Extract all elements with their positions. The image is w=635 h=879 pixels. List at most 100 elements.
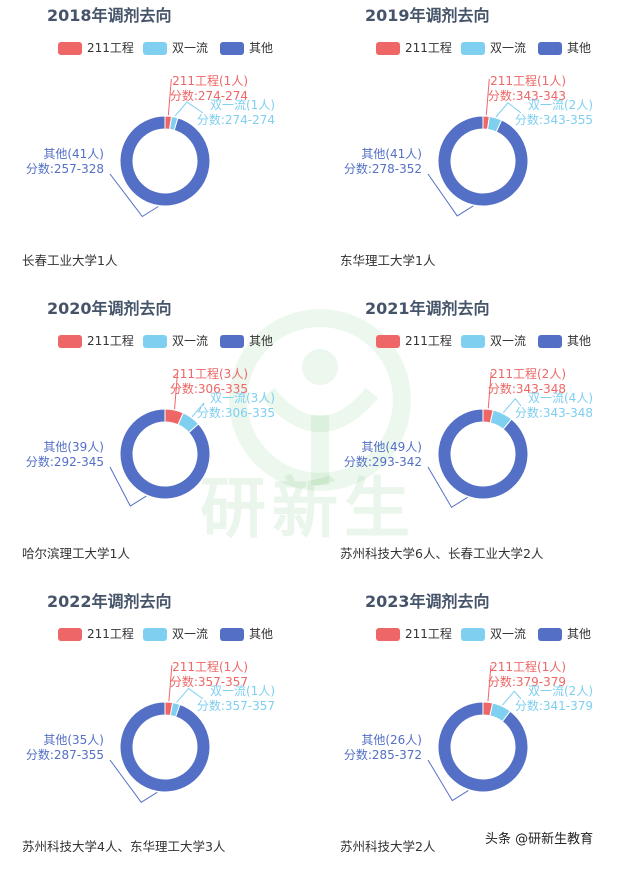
legend-label: 其他 (567, 627, 592, 641)
data-label-score: 分数:293-342 (344, 454, 422, 469)
legend-label: 211工程 (87, 627, 134, 641)
legend-swatch (143, 42, 167, 55)
data-label-name: 其他(49人) (361, 440, 422, 454)
legend-swatch (143, 335, 167, 348)
data-label-name: 其他(41人) (43, 147, 104, 161)
data-label-name: 其他(41人) (361, 147, 422, 161)
legend-swatch (461, 628, 485, 641)
label-leader-line (109, 759, 158, 804)
donut-slice[interactable] (119, 408, 211, 500)
legend-label: 211工程 (87, 41, 134, 55)
data-label-name: 211工程(1人) (172, 73, 248, 88)
legend-swatch (220, 335, 244, 348)
data-label-score: 分数:343-348 (515, 405, 593, 420)
destination-text: 长春工业大学1人 (22, 253, 118, 268)
label-leader-line (487, 371, 492, 409)
data-label-score: 分数:306-335 (197, 405, 275, 420)
legend-swatch (58, 628, 82, 641)
chart-title: 2019年调剂去向 (365, 6, 490, 25)
data-label-name: 211工程(1人) (490, 73, 566, 88)
donut-slice[interactable] (119, 701, 211, 793)
legend-swatch (220, 42, 244, 55)
data-label-score: 分数:278-352 (344, 161, 422, 176)
label-leader-line (109, 173, 159, 218)
legend-swatch (58, 335, 82, 348)
label-leader-line (174, 101, 204, 117)
data-label-name: 双一流(4人) (528, 391, 593, 405)
data-label-score: 分数:343-348 (488, 381, 566, 396)
label-leader-line (191, 402, 205, 418)
legend-swatch (461, 42, 485, 55)
donut-slice[interactable] (437, 115, 529, 207)
data-label-score: 分数:357-357 (170, 674, 248, 689)
label-leader-line (427, 759, 469, 802)
legend-swatch (538, 335, 562, 348)
chart-panel-2019: 2019年调剂去向 211工程 双一流 其他 211工程(1人) 分数:343-343 双一… (318, 0, 635, 293)
legend-label: 双一流 (490, 41, 527, 55)
watermark-text: 研新生 (200, 470, 416, 547)
data-label-score: 分数:285-372 (344, 747, 422, 762)
data-label-score: 分数:357-357 (197, 698, 275, 713)
label-leader-line (168, 664, 173, 702)
label-leader-line (427, 466, 468, 509)
legend-swatch (58, 42, 82, 55)
chart-panel-2021: 2021年调剂去向 211工程 双一流 其他 211工程(2人) 分数:343-348 双一… (318, 293, 635, 586)
data-label-name: 211工程(1人) (490, 659, 566, 674)
legend-swatch (143, 628, 167, 641)
donut-chart: 211工程(2人)分数:343-348双一流(4人)分数:343-348其他(4… (344, 366, 593, 509)
destination-text: 苏州科技大学4人、东华理工大学3人 (22, 839, 226, 854)
label-leader-line (109, 466, 147, 507)
chart-title: 2022年调剂去向 (47, 592, 172, 611)
data-label-score: 分数:306-335 (170, 381, 248, 396)
data-label-score: 分数:343-355 (515, 112, 593, 127)
data-label-name: 其他(26人) (361, 733, 422, 747)
legend-label: 其他 (249, 627, 274, 641)
chart-title: 2020年调剂去向 (47, 299, 172, 318)
chart-panel-2023: 2023年调剂去向 211工程 双一流 其他 211工程(1人) 分数:379-379 双一… (318, 586, 635, 879)
legend-label: 双一流 (490, 334, 527, 348)
legend-label: 其他 (567, 334, 592, 348)
legend-label: 其他 (249, 334, 274, 348)
data-label-name: 211工程(2人) (490, 366, 566, 381)
legend-swatch (220, 628, 244, 641)
legend-label: 211工程 (87, 334, 134, 348)
label-leader-line (174, 371, 179, 410)
data-label-score: 分数:379-379 (488, 674, 566, 689)
label-leader-line (502, 397, 522, 414)
chart-panel-2022: 2022年调剂去向 211工程 双一流 其他 211工程(1人) 分数:357-357 双一… (0, 586, 317, 879)
donut-slice[interactable] (437, 408, 529, 500)
data-label-name: 双一流(3人) (210, 391, 275, 405)
destination-text: 苏州科技大学2人 (340, 839, 436, 854)
data-label-score: 分数:292-345 (26, 454, 104, 469)
donut-slice[interactable] (437, 701, 529, 793)
legend-label: 211工程 (405, 41, 452, 55)
donut-chart: 211工程(1人)分数:274-274双一流(1人)分数:274-274其他(4… (26, 73, 275, 218)
label-leader-line (495, 102, 522, 118)
data-label-score: 分数:274-274 (197, 112, 275, 127)
legend-label: 双一流 (490, 627, 527, 641)
data-label-name: 双一流(2人) (528, 98, 593, 112)
donut-chart: 211工程(3人)分数:306-335双一流(3人)分数:306-335其他(3… (26, 366, 275, 507)
data-label-score: 分数:287-355 (26, 747, 104, 762)
legend-swatch (376, 628, 400, 641)
label-leader-line (176, 687, 204, 703)
legend-label: 双一流 (172, 334, 209, 348)
label-leader-line (167, 78, 172, 116)
label-leader-line (501, 690, 522, 706)
data-label-name: 双一流(1人) (210, 684, 275, 698)
chart-title: 2021年调剂去向 (365, 299, 490, 318)
legend-label: 双一流 (172, 627, 209, 641)
destination-text: 苏州科技大学6人、长春工业大学2人 (340, 546, 544, 561)
data-label-name: 其他(39人) (43, 440, 104, 454)
label-leader-line (427, 173, 474, 217)
label-leader-line (487, 664, 492, 702)
legend-label: 双一流 (172, 41, 209, 55)
data-label-score: 分数:341-379 (515, 698, 593, 713)
chart-title: 2023年调剂去向 (365, 592, 490, 611)
label-leader-line (485, 78, 490, 116)
destination-text: 哈尔滨理工大学1人 (22, 546, 130, 561)
chart-panel-2020: 2020年调剂去向 211工程 双一流 其他 211工程(3人) 分数:306-335 双一… (0, 293, 317, 586)
donut-slice[interactable] (119, 115, 211, 207)
data-label-name: 双一流(1人) (210, 98, 275, 112)
